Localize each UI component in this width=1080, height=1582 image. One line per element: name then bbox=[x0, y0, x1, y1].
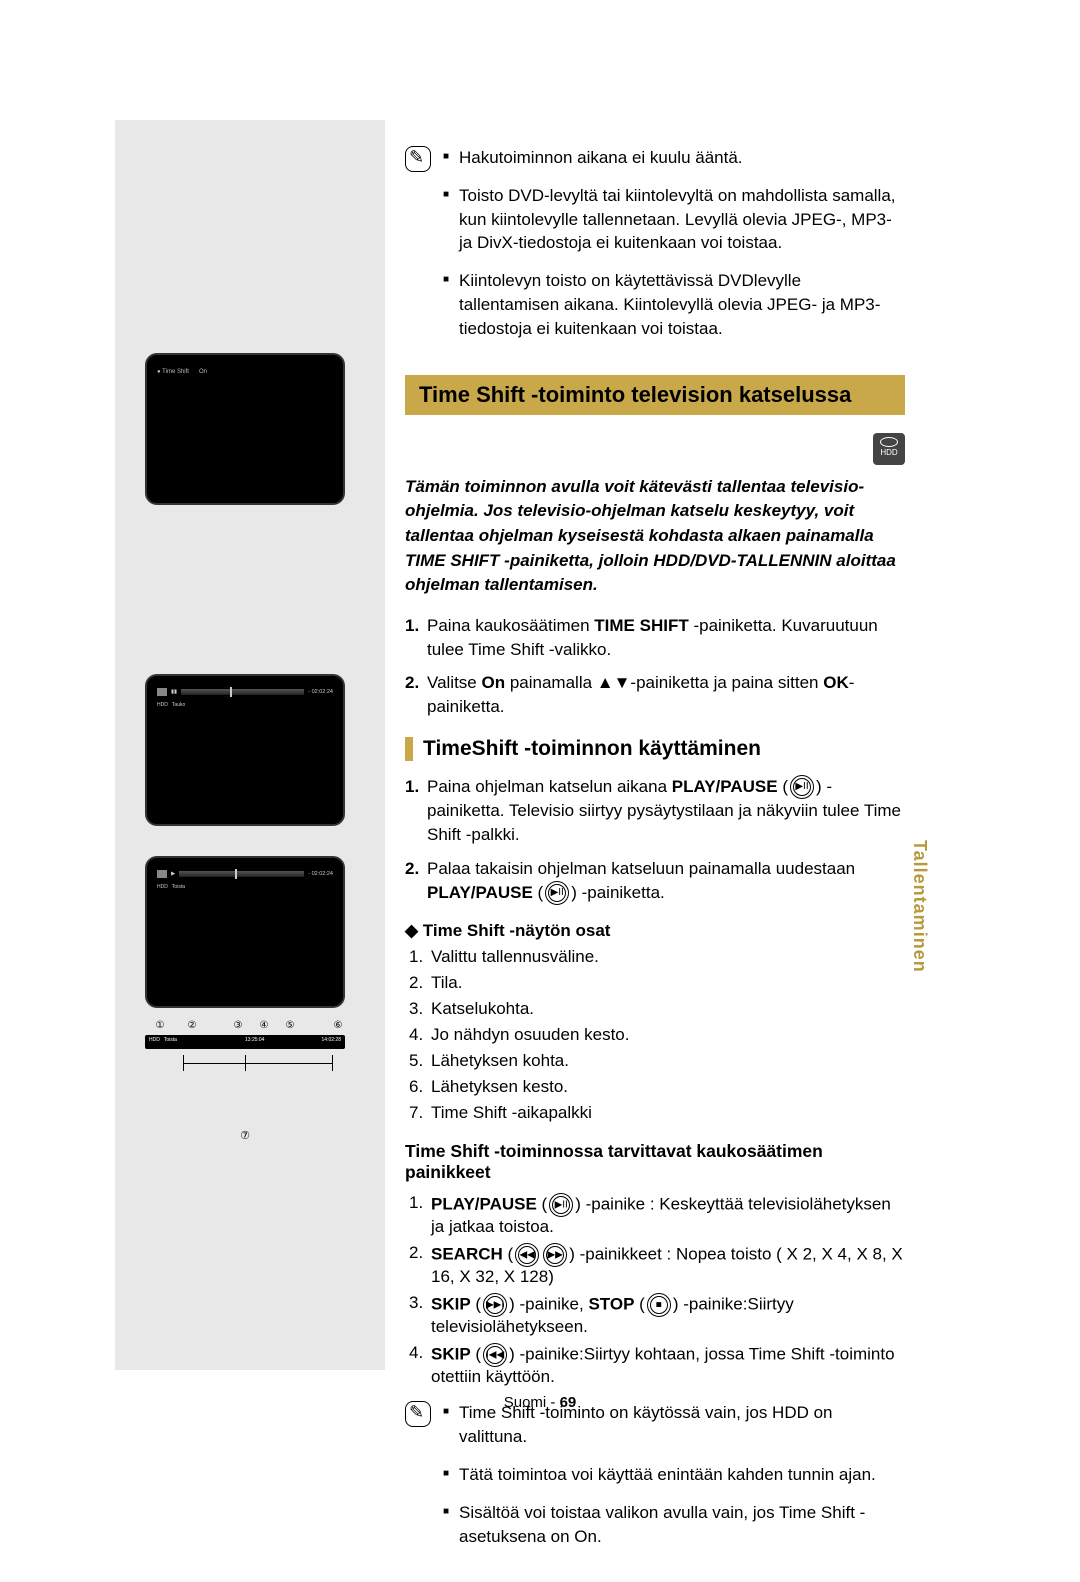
r2-b: SEARCH bbox=[431, 1245, 503, 1264]
part-1: 1.Valittu tallennusväline. bbox=[409, 947, 905, 967]
step-b1: 1. Paina ohjelman katselun aikana PLAY/P… bbox=[405, 775, 905, 847]
skip-back-icon: I◀◀ bbox=[483, 1343, 507, 1367]
part-7-t: Time Shift -aikapalkki bbox=[431, 1103, 592, 1122]
sb2-b: PLAY/PAUSE bbox=[427, 883, 533, 902]
sa2-b2: OK bbox=[823, 673, 849, 692]
part-2-t: Tila. bbox=[431, 973, 463, 992]
rc-1: 1. PLAY/PAUSE (▶II) -painike : Keskeyttä… bbox=[409, 1193, 905, 1237]
skip-fwd-icon: ▶▶I bbox=[483, 1293, 507, 1317]
r4-b: SKIP bbox=[431, 1345, 471, 1364]
part-4-t: Jo nähdyn osuuden kesto. bbox=[431, 1025, 629, 1044]
sa1-b: TIME SHIFT bbox=[594, 616, 688, 635]
play-pause-icon: ▶II bbox=[790, 775, 814, 799]
section-remote-buttons: Time Shift -toiminnossa tarvittavat kauk… bbox=[405, 1141, 905, 1183]
sa2-pre: Valitse bbox=[427, 673, 482, 692]
part-1-t: Valittu tallennusväline. bbox=[431, 947, 599, 966]
part-4: 4.Jo nähdyn osuuden kesto. bbox=[409, 1025, 905, 1045]
footer-lang: Suomi - bbox=[504, 1394, 560, 1411]
subsection-parts: Time Shift -näytön osat bbox=[405, 921, 905, 941]
part-7: 7.Time Shift -aikapalkki bbox=[409, 1103, 905, 1123]
sb1-pre: Paina ohjelman katselun aikana bbox=[427, 777, 672, 796]
part-3: 3.Katselukohta. bbox=[409, 999, 905, 1019]
step-a1: 1. Paina kaukosäätimen TIME SHIFT -paini… bbox=[405, 614, 905, 662]
part-6-t: Lähetyksen kesto. bbox=[431, 1077, 568, 1096]
search-back-icon: ◀◀ bbox=[515, 1243, 539, 1267]
r1-b: PLAY/PAUSE bbox=[431, 1195, 537, 1214]
search-fwd-icon: ▶▶ bbox=[543, 1243, 567, 1267]
part-6: 6.Lähetyksen kesto. bbox=[409, 1077, 905, 1097]
part-2: 2.Tila. bbox=[409, 973, 905, 993]
hdd-badge: HDD bbox=[873, 433, 905, 465]
section-timeshift-use: TimeShift -toiminnon käyttäminen bbox=[405, 737, 905, 761]
rc-3: 3. SKIP (▶▶I) -painike, STOP (■) -painik… bbox=[409, 1293, 905, 1337]
part-3-t: Katselukohta. bbox=[431, 999, 534, 1018]
hdd-badge-label: HDD bbox=[873, 449, 905, 458]
note-icon bbox=[405, 146, 431, 172]
rc-4: 4. SKIP (I◀◀) -painike:Siirtyy kohtaan, … bbox=[409, 1343, 905, 1387]
part-5-t: Lähetyksen kohta. bbox=[431, 1051, 569, 1070]
sb1-b: PLAY/PAUSE bbox=[672, 777, 778, 796]
note-bottom-2: Tätä toimintoa voi käyttää enintään kahd… bbox=[443, 1463, 905, 1487]
intro-text: Tämän toiminnon avulla voit kätevästi ta… bbox=[405, 475, 905, 598]
note-top-1: Hakutoiminnon aikana ei kuulu ääntä. bbox=[443, 146, 905, 170]
r3-b1: SKIP bbox=[431, 1295, 471, 1314]
sa2-b1: On bbox=[482, 673, 506, 692]
sb2-post: -painiketta. bbox=[582, 883, 665, 902]
sa1-pre: Paina kaukosäätimen bbox=[427, 616, 594, 635]
r3-m: -painike, bbox=[519, 1295, 588, 1314]
footer-page: 69 bbox=[560, 1394, 577, 1411]
section-tab: Tallentaminen bbox=[909, 840, 930, 973]
rc-2: 2. SEARCH (◀◀▶▶) -painikkeet : Nopea toi… bbox=[409, 1243, 905, 1287]
r3-b2: STOP bbox=[588, 1295, 634, 1314]
note-top-3: Kiintolevyn toisto on käytettävissä DVDl… bbox=[443, 269, 905, 340]
sa2-mid: painamalla ▲▼-painiketta ja paina sitten bbox=[505, 673, 823, 692]
section-time-shift-tv: Time Shift -toiminto television katselus… bbox=[405, 375, 905, 415]
part-5: 5.Lähetyksen kohta. bbox=[409, 1051, 905, 1071]
note-top: Hakutoiminnon aikana ei kuulu ääntä. Toi… bbox=[405, 146, 905, 355]
note-bottom: Time Shift -toiminto on käytössä vain, j… bbox=[405, 1401, 905, 1562]
page-footer: Suomi - 69 bbox=[0, 1394, 1080, 1411]
step-a2: 2. Valitse On painamalla ▲▼-painiketta j… bbox=[405, 671, 905, 719]
note-top-2: Toisto DVD-levyltä tai kiintolevyltä on … bbox=[443, 184, 905, 255]
play-pause-icon: ▶II bbox=[549, 1193, 573, 1217]
sb2-pre: Palaa takaisin ohjelman katseluun painam… bbox=[427, 859, 855, 878]
step-b2: 2. Palaa takaisin ohjelman katseluun pai… bbox=[405, 857, 905, 905]
stop-icon: ■ bbox=[647, 1293, 671, 1317]
play-pause-icon: ▶II bbox=[545, 881, 569, 905]
note-bottom-3: Sisältöä voi toistaa valikon avulla vain… bbox=[443, 1501, 905, 1549]
